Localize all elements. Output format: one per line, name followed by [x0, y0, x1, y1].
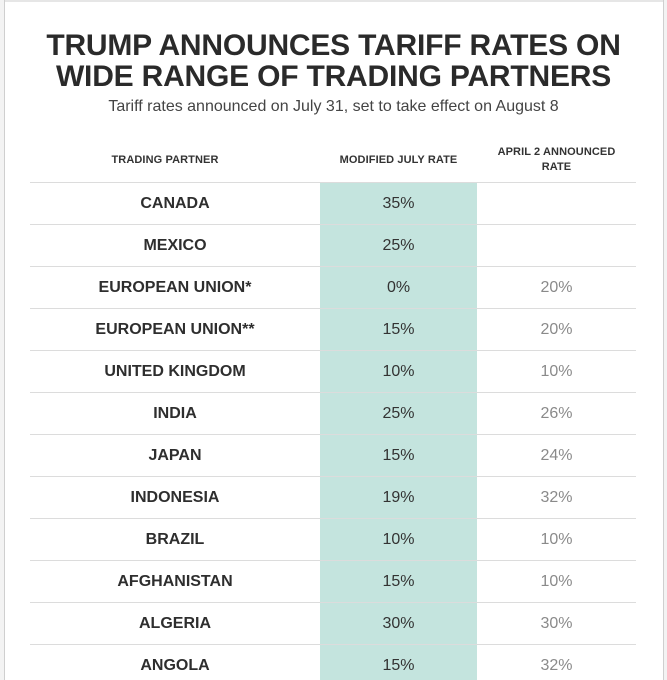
july-rate: 30%	[382, 614, 415, 632]
partner-name: CANADA	[140, 194, 210, 212]
table-row: INDONESIA 19% 32%	[30, 476, 636, 518]
table-body: CANADA 35% MEXICO 25% EUROPEAN UNION* 0%…	[30, 182, 636, 680]
page-title-line-1: TRUMP ANNOUNCES TARIFF RATES ON	[46, 29, 621, 62]
july-rate: 25%	[382, 404, 415, 422]
april-rate: 26%	[540, 404, 573, 422]
table-row: INDIA 25% 26%	[30, 392, 636, 434]
april-rate: 20%	[540, 320, 573, 338]
april-rate	[477, 183, 636, 224]
partner-name: EUROPEAN UNION**	[95, 320, 255, 338]
july-rate: 19%	[382, 488, 415, 506]
window-left-edge	[0, 0, 5, 680]
table-header: TRADING PARTNER MODIFIED JULY RATE APRIL…	[30, 138, 636, 182]
april-rate: 10%	[540, 362, 573, 380]
table-row: EUROPEAN UNION** 15% 20%	[30, 308, 636, 350]
table-row: EUROPEAN UNION* 0% 20%	[30, 266, 636, 308]
window-right-edge	[663, 0, 667, 680]
april-rate: 20%	[540, 278, 573, 296]
partner-name: ANGOLA	[140, 656, 210, 674]
header-april-2-rate: APRIL 2 ANNOUNCED RATE	[477, 138, 636, 182]
april-rate: 32%	[540, 488, 573, 506]
table-row: CANADA 35%	[30, 182, 636, 224]
header-april-line-1: APRIL 2 ANNOUNCED	[497, 146, 616, 158]
table-row: MEXICO 25%	[30, 224, 636, 266]
april-rate: 32%	[540, 656, 573, 674]
page-title-line-2: WIDE RANGE OF TRADING PARTNERS	[55, 60, 612, 93]
partner-name: UNITED KINGDOM	[104, 362, 246, 380]
april-rate: 10%	[540, 530, 573, 548]
partner-name: BRAZIL	[145, 530, 205, 548]
july-rate: 10%	[382, 362, 415, 380]
table-row: JAPAN 15% 24%	[30, 434, 636, 476]
april-rate: 30%	[540, 614, 573, 632]
header-trading-partner: TRADING PARTNER	[111, 153, 219, 166]
partner-name: INDIA	[153, 404, 197, 422]
july-rate: 15%	[382, 656, 415, 674]
partner-name: JAPAN	[148, 446, 202, 464]
page-subtitle: Tariff rates announced on July 31, set t…	[108, 98, 559, 115]
july-rate: 35%	[382, 194, 415, 212]
partner-name: INDONESIA	[130, 488, 220, 506]
july-rate: 10%	[382, 530, 415, 548]
table-row: BRAZIL 10% 10%	[30, 518, 636, 560]
july-column-highlight	[320, 182, 477, 680]
april-rate	[477, 225, 636, 266]
july-rate: 15%	[382, 320, 415, 338]
table-row: ANGOLA 15% 32%	[30, 644, 636, 680]
april-rate: 24%	[540, 446, 573, 464]
partner-name: EUROPEAN UNION*	[98, 278, 252, 296]
july-rate: 0%	[386, 278, 411, 296]
partner-name: MEXICO	[143, 236, 207, 254]
header-modified-july-rate: MODIFIED JULY RATE	[339, 153, 458, 166]
july-rate: 25%	[382, 236, 415, 254]
july-rate: 15%	[382, 572, 415, 590]
april-rate: 10%	[540, 572, 573, 590]
page-title: TRUMP ANNOUNCES TARIFF RATES ON WIDE RAN…	[0, 30, 667, 92]
tariff-table: TRADING PARTNER MODIFIED JULY RATE APRIL…	[30, 138, 636, 680]
partner-name: AFGHANISTAN	[117, 572, 233, 590]
table-row: ALGERIA 30% 30%	[30, 602, 636, 644]
table-row: AFGHANISTAN 15% 10%	[30, 560, 636, 602]
table-row: UNITED KINGDOM 10% 10%	[30, 350, 636, 392]
partner-name: ALGERIA	[139, 614, 211, 632]
window-top-edge	[0, 0, 667, 2]
july-rate: 15%	[382, 446, 415, 464]
header-april-line-2: RATE	[541, 161, 572, 173]
